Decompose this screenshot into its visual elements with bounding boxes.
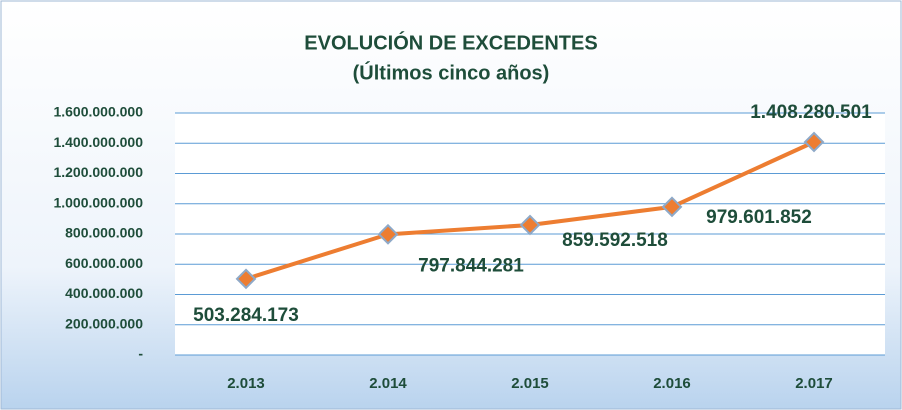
y-tick-label: 600.000.000 — [65, 255, 143, 271]
y-tick-label: 200.000.000 — [65, 315, 143, 331]
chart-subtitle: (Últimos cinco años) — [353, 60, 550, 84]
x-tick-label: 2.013 — [227, 375, 265, 392]
data-label: 1.408.280.501 — [750, 102, 872, 123]
y-tick-label: 1.400.000.000 — [53, 134, 143, 150]
y-tick-label: 1.600.000.000 — [53, 104, 143, 120]
data-marker — [235, 268, 257, 290]
chart-title: EVOLUCIÓN DE EXCEDENTES — [304, 30, 597, 54]
x-tick-label: 2.015 — [511, 375, 549, 392]
y-tick-label: 400.000.000 — [65, 285, 143, 301]
x-tick-label: 2.017 — [795, 375, 833, 392]
data-label: 503.284.173 — [193, 305, 299, 326]
data-marker — [377, 223, 399, 245]
y-tick-label: - — [138, 346, 143, 362]
y-tick-label: 1.000.000.000 — [53, 194, 143, 210]
data-marker — [661, 196, 683, 218]
data-label: 797.844.281 — [418, 255, 524, 276]
data-label: 979.601.852 — [706, 207, 812, 228]
x-tick-label: 2.014 — [369, 375, 407, 392]
data-marker — [519, 214, 541, 236]
data-label: 859.592.518 — [562, 230, 668, 251]
y-tick-label: 1.200.000.000 — [53, 164, 143, 180]
x-tick-label: 2.016 — [653, 375, 691, 392]
y-tick-label: 800.000.000 — [65, 225, 143, 241]
data-marker — [803, 131, 825, 153]
